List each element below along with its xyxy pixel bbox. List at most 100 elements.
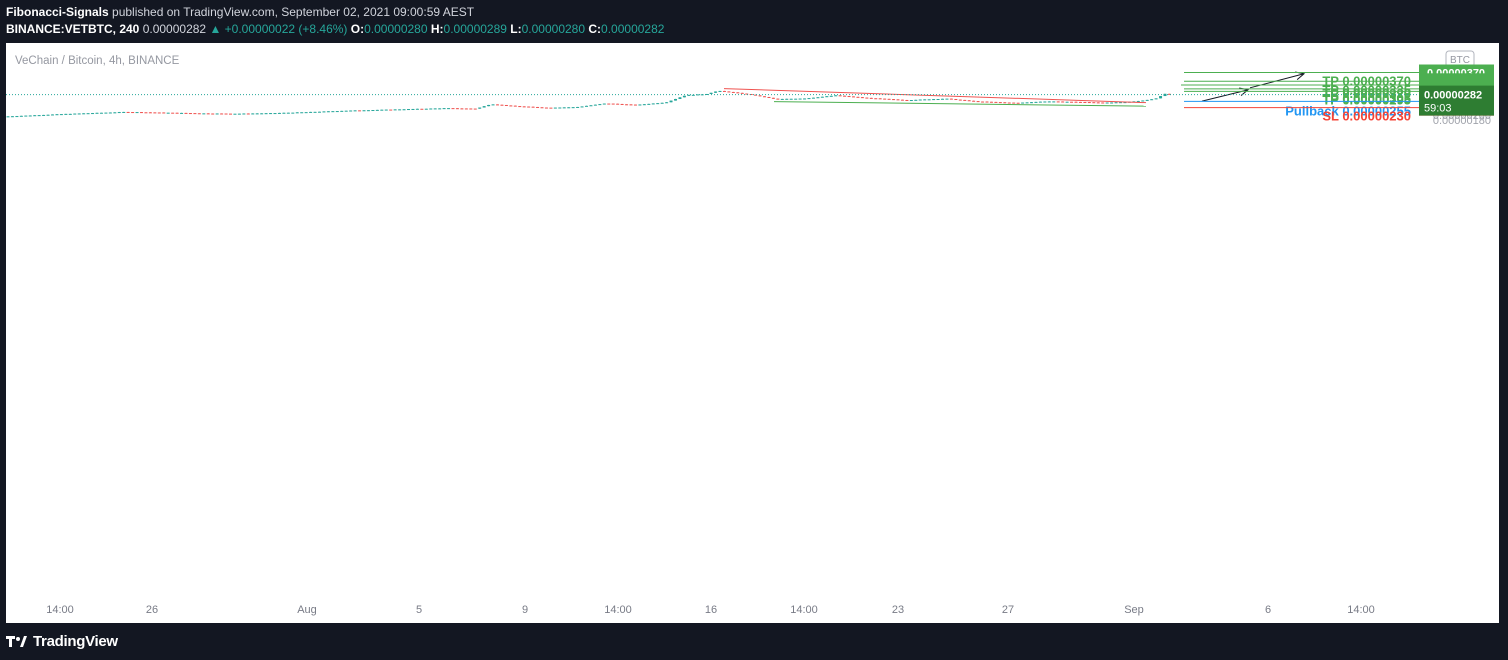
candle [24, 115, 28, 117]
candle [869, 97, 873, 99]
candle [1154, 98, 1158, 100]
candle [131, 112, 135, 114]
candle [909, 99, 913, 102]
tradingview-footer[interactable]: TradingView [6, 630, 118, 652]
tp-295-label: TP 0.00000295 [1322, 92, 1411, 107]
candle [389, 109, 393, 111]
candle [1150, 99, 1154, 101]
x-tick-label: Aug [297, 604, 317, 616]
candle [73, 113, 77, 115]
chart-area[interactable]: VeChain / Bitcoin, 4h, BINANCE BTC 0.000… [6, 43, 1499, 623]
candle [335, 111, 339, 113]
candle [469, 108, 473, 110]
candle [914, 99, 918, 101]
candle [500, 104, 504, 106]
candle [304, 112, 308, 114]
candle [567, 107, 571, 109]
pullback-255-label: Pullback 0.00000255 [1285, 103, 1411, 118]
candle [905, 99, 909, 101]
candle [51, 114, 54, 116]
candle [949, 98, 953, 100]
candle [1136, 100, 1140, 102]
candles [6, 90, 1171, 118]
candle [1052, 101, 1056, 103]
candle [945, 98, 949, 100]
candle [55, 114, 59, 116]
candle [536, 106, 540, 108]
candle [153, 112, 157, 114]
open-label: O: [350, 22, 365, 36]
candle [727, 91, 731, 93]
arrow-to-305-icon [1201, 87, 1250, 102]
candle [237, 113, 241, 115]
candle [896, 99, 900, 101]
candle [19, 115, 23, 117]
candle [504, 104, 508, 106]
candle [175, 112, 179, 114]
candle [1167, 93, 1171, 95]
author-name[interactable]: Fibonacci-Signals [6, 5, 109, 19]
candle [95, 112, 99, 114]
candle [140, 112, 143, 114]
candle [122, 111, 126, 113]
candle [108, 112, 112, 114]
candle [807, 98, 811, 100]
candle [576, 106, 580, 108]
candle [28, 115, 32, 117]
low-value: 0.00000280 [521, 22, 586, 36]
candle [242, 113, 246, 115]
price-chart[interactable]: VeChain / Bitcoin, 4h, BINANCE BTC 0.000… [6, 43, 1499, 623]
published-text: published on TradingView.com, September … [112, 5, 475, 19]
candle [180, 112, 184, 114]
candle [473, 108, 477, 110]
upper-trendline [723, 88, 1147, 104]
candle [522, 106, 526, 108]
candle [1087, 101, 1091, 104]
candle [402, 109, 406, 111]
x-axis[interactable]: 14:00 26 Aug 5 9 14:00 16 14:00 23 27 Sep 6 14:00 [46, 604, 1375, 616]
candle [269, 113, 273, 115]
candle [994, 101, 998, 103]
candle [1092, 102, 1096, 104]
candle [393, 109, 397, 111]
x-tick-label: 14:00 [46, 604, 74, 616]
candle [803, 98, 807, 100]
candle [927, 99, 931, 101]
candle [705, 93, 709, 95]
candle [487, 104, 491, 107]
candle [451, 108, 455, 110]
candle [847, 95, 851, 98]
candle [789, 98, 793, 100]
sl-230-label: SL 0.00000230 [1322, 109, 1411, 124]
candle [215, 113, 219, 115]
candle [651, 103, 655, 105]
candle [589, 105, 593, 107]
candle [892, 99, 896, 101]
chart-title: VeChain / Bitcoin, 4h, BINANCE [15, 55, 180, 67]
tradingview-logo-icon [6, 636, 27, 647]
candle [785, 98, 789, 100]
x-tick-label: 16 [705, 604, 717, 616]
candle [963, 99, 967, 101]
candle [558, 107, 562, 109]
currency-badge[interactable]: BTC [1445, 50, 1475, 68]
candle [33, 115, 37, 117]
candle [976, 101, 980, 103]
candle [696, 94, 700, 96]
candle [433, 108, 437, 110]
candle [362, 110, 366, 112]
candle [967, 100, 971, 102]
candle [740, 92, 744, 94]
candle [349, 110, 353, 112]
candle [1016, 102, 1020, 104]
currency-badge-label: BTC [1450, 55, 1470, 66]
candle [544, 107, 548, 109]
candle [829, 95, 833, 97]
candle [1101, 102, 1105, 104]
candle [429, 108, 433, 110]
candle [709, 92, 713, 94]
candle [162, 112, 166, 114]
candle [42, 114, 46, 116]
candle [15, 115, 19, 118]
